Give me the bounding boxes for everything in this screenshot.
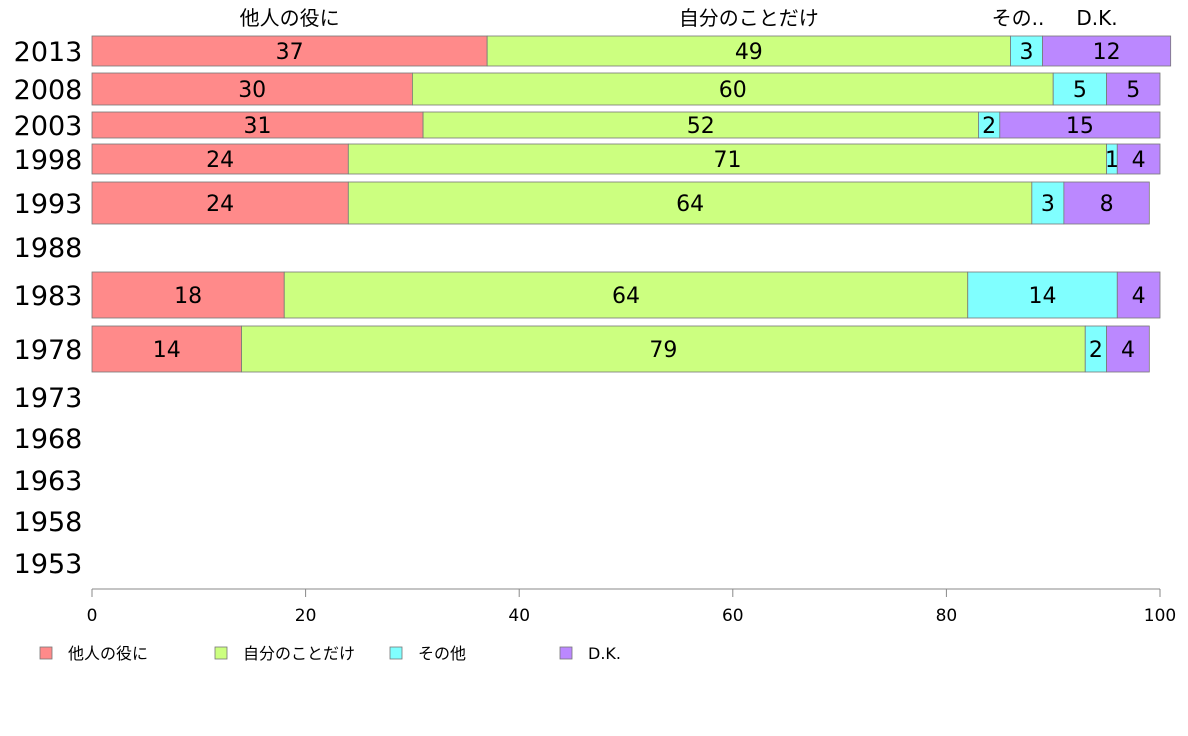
bar-value-label: 30 (238, 78, 266, 103)
bar-value-label: 5 (1126, 78, 1140, 103)
column-header: 自分のことだけ (679, 6, 819, 30)
bar-segment (347, 143, 1108, 175)
bar-segment (347, 181, 1033, 225)
bar-value-label: 64 (612, 284, 640, 309)
column-headers: 他人の役に 自分のことだけ その.. D.K. (240, 6, 1118, 30)
year-label: 1988 (14, 233, 83, 264)
x-axis: 0 20 40 60 80 100 (87, 588, 1176, 626)
bar-value-label: 52 (687, 114, 715, 139)
bar-value-label: 31 (244, 114, 272, 139)
bar-value-label: 4 (1132, 284, 1146, 309)
legend-label: 自分のことだけ (243, 644, 355, 663)
year-label: 2013 (14, 37, 83, 68)
bar-segment (486, 35, 1011, 67)
bar-segment (422, 111, 979, 139)
bar-segment (1042, 35, 1172, 67)
bar-value-label: 3 (1041, 192, 1055, 217)
bar-value-label: 79 (649, 338, 677, 363)
x-tick-label: 20 (295, 606, 317, 626)
x-tick-label: 40 (508, 606, 530, 626)
legend-swatch (559, 646, 573, 660)
column-header: 他人の役に (240, 6, 340, 30)
bar-segment (1031, 181, 1065, 225)
legend-label: 他人の役に (68, 644, 148, 663)
x-tick-label: 80 (936, 606, 958, 626)
bar-value-label: 18 (174, 284, 202, 309)
bar-segment (283, 271, 969, 319)
x-tick-label: 60 (722, 606, 744, 626)
year-label: 2008 (14, 75, 83, 106)
year-label: 1993 (14, 189, 83, 220)
bar-value-label: 49 (735, 40, 763, 65)
bar-segment (1010, 35, 1043, 67)
year-label: 1953 (14, 549, 83, 580)
bar-value-label: 8 (1100, 192, 1114, 217)
bar-value-label: 71 (713, 148, 741, 173)
bar-value-label: 14 (1029, 284, 1057, 309)
bar-value-label: 4 (1121, 338, 1135, 363)
year-label: 1978 (14, 335, 83, 366)
bar-value-label: 2 (1089, 338, 1103, 363)
year-label: 1958 (14, 507, 83, 538)
bar-value-label: 4 (1132, 148, 1146, 173)
legend-swatch (39, 646, 53, 660)
year-label: 1973 (14, 383, 83, 414)
bar-value-label: 37 (276, 40, 304, 65)
bar-segment (91, 72, 413, 106)
bar-segment (91, 271, 285, 319)
bar-value-label: 60 (719, 78, 747, 103)
bar-segment (91, 325, 242, 373)
bar-value-label: 24 (206, 148, 234, 173)
bar-segment (1116, 143, 1161, 175)
bar-segment (1052, 72, 1107, 106)
bar-segment (91, 181, 349, 225)
x-tick-label: 0 (87, 606, 98, 626)
bar-segment (1116, 271, 1161, 319)
legend-swatch (214, 646, 228, 660)
bar-segment (999, 111, 1161, 139)
bar-value-label: 3 (1020, 40, 1034, 65)
bar-value-label: 2 (982, 114, 996, 139)
legend-label: その他 (418, 644, 466, 663)
bar-segment (241, 325, 1086, 373)
year-label: 1998 (14, 145, 83, 176)
x-tick-label: 100 (1144, 606, 1176, 626)
legend: 他人の役に 自分のことだけ その他 D.K. (39, 644, 621, 663)
year-label: 1983 (14, 281, 83, 312)
bar-segment (91, 111, 424, 139)
column-header: D.K. (1076, 6, 1117, 30)
bar-segment (411, 72, 1054, 106)
year-label: 1968 (14, 424, 83, 455)
legend-swatch (389, 646, 403, 660)
bar-value-label: 5 (1073, 78, 1087, 103)
bar-value-label: 1 (1105, 148, 1119, 173)
column-header: その.. (992, 6, 1045, 30)
bar-segment (91, 143, 349, 175)
bar-value-label: 15 (1066, 114, 1094, 139)
bar-value-label: 12 (1093, 40, 1121, 65)
legend-label: D.K. (588, 644, 621, 663)
bar-segment (1063, 181, 1150, 225)
bar-value-label: 24 (206, 192, 234, 217)
bar-segment (91, 35, 488, 67)
bar-value-label: 64 (676, 192, 704, 217)
bar-value-label: 14 (153, 338, 181, 363)
year-label: 2003 (14, 111, 83, 142)
bar-segment (1106, 72, 1161, 106)
year-label: 1963 (14, 466, 83, 497)
bar-segment (1106, 325, 1150, 373)
